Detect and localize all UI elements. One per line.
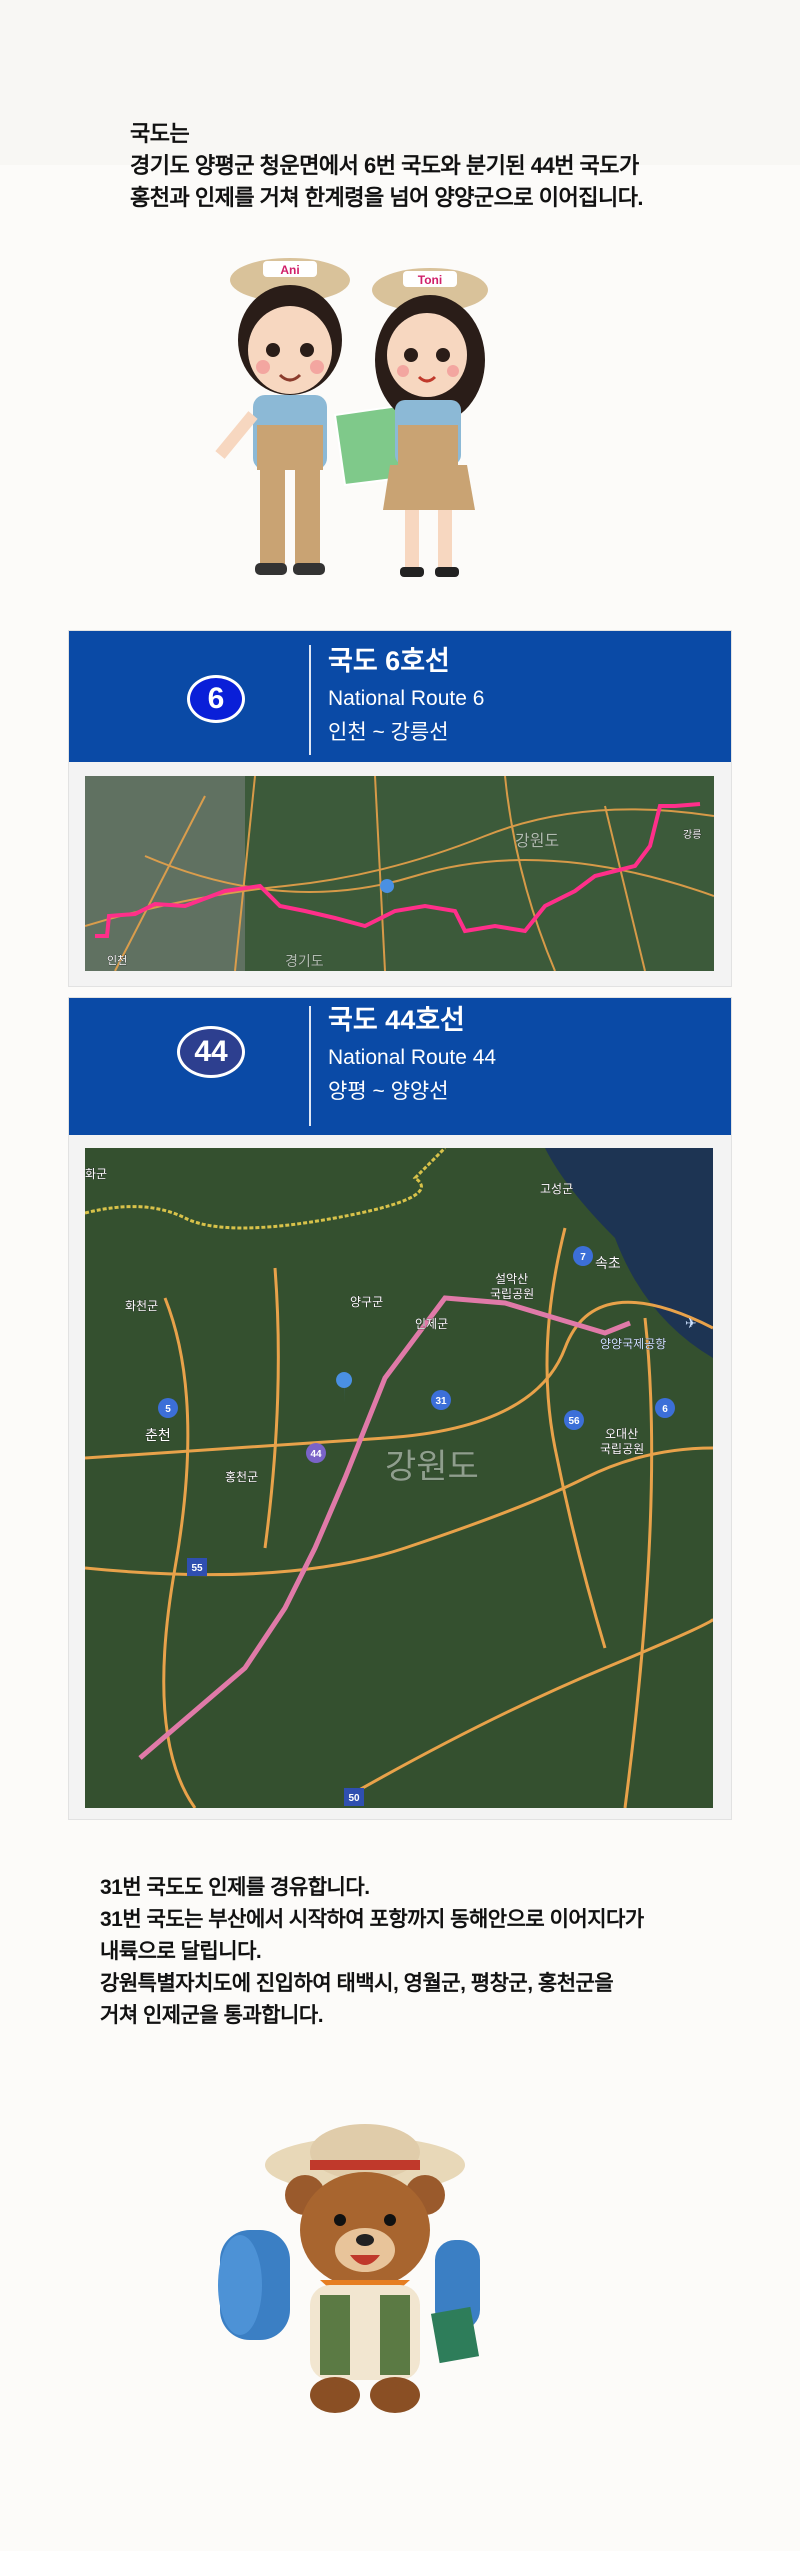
route-shield: 55 [191,1563,203,1574]
divider [309,645,311,755]
location-pin-icon [336,1372,353,1403]
outro-line: 31번 국도도 인제를 경유합니다. [100,1876,370,1899]
cap-label: Toni [418,273,442,287]
map-label: 화군 [85,1167,107,1181]
route-title-en: National Route 44 [328,1046,497,1069]
route-shield: 31 [435,1396,447,1407]
route-44-card: 44 국도 44호선 National Route 44 양평 ~ 양양선 고성… [68,997,732,1820]
map-label: 국립공원 [600,1442,644,1456]
bear-hiker-illustration [218,2124,480,2413]
map-label: 인제군 [415,1317,448,1331]
map-label: 강릉 [683,829,701,841]
intro-text: 국도는 경기도 양평군 청운면에서 6번 국도와 분기된 44번 국도가 홍천과… [130,118,644,214]
route-section: 양평 ~ 양양선 [328,1080,449,1103]
map-label: 국립공원 [490,1287,534,1301]
top-band [0,0,800,165]
explorer-couple-illustration: Ani Toni [215,258,488,577]
route-44-map[interactable]: 고성군 속초 설악산 국립공원 양구군 인제군 화천군 춘천 홍천군 양양국제공… [85,1148,713,1808]
route-shield: 44 [310,1449,322,1460]
route-title-ko: 국도 6호선 [328,646,450,676]
airplane-icon: ✈ [685,1315,697,1331]
map-label: 인천 [107,953,127,967]
intro-line: 경기도 양평군 청운면에서 6번 국도와 분기된 44번 국도가 [130,153,639,178]
cap-label: Ani [280,263,299,277]
map-label: 춘천 [145,1428,171,1444]
map-label: 양양국제공항 [600,1337,666,1351]
outro-line: 강원특별자치도에 진입하여 태백시, 영월군, 평창군, 홍천군을 [100,1972,614,1995]
route-6-map[interactable]: 인천 강원도 경기도 강릉 [85,776,714,971]
location-pin-icon [380,879,395,906]
route-shield: 50 [348,1793,360,1804]
map-label: 속초 [595,1256,621,1272]
map-label: 강원도 [515,831,559,850]
route-shield: 56 [568,1416,580,1427]
outro-line: 31번 국도는 부산에서 시작하여 포항까지 동해안으로 이어지다가 [100,1908,644,1931]
divider [309,1006,311,1126]
map-label: 경기도 [285,954,324,970]
route-6-card: 6 국도 6호선 National Route 6 인천 ~ 강릉선 인천 강원… [68,630,732,987]
route-section: 인천 ~ 강릉선 [328,721,449,744]
map-label: 강원도 [385,1447,479,1487]
intro-line: 국도는 [130,121,190,146]
outro-text: 31번 국도도 인제를 경유합니다. 31번 국도는 부산에서 시작하여 포항까… [100,1872,644,2032]
map-label: 양구군 [350,1295,383,1309]
route-title-en: National Route 6 [328,687,485,710]
route-44-header: 44 국도 44호선 National Route 44 양평 ~ 양양선 [69,998,731,1135]
route-44-badge: 44 [177,1026,245,1078]
route-shield: 6 [662,1404,668,1415]
route-title-ko: 국도 44호선 [328,1005,465,1035]
route-6-header: 6 국도 6호선 National Route 6 인천 ~ 강릉선 [69,631,731,762]
map-label: 고성군 [540,1182,573,1196]
map-label: 설악산 [495,1272,528,1286]
outro-line: 내륙으로 달립니다. [100,1940,262,1963]
outro-line: 거쳐 인제군을 통과합니다. [100,2004,324,2027]
route-6-badge: 6 [187,675,245,723]
map-label: 홍천군 [225,1469,258,1484]
intro-line: 홍천과 인제를 거쳐 한계령을 넘어 양양군으로 이어집니다. [130,185,644,210]
map-label: 오대산 [605,1427,638,1441]
route-shield: 7 [580,1252,586,1263]
map-label: 화천군 [125,1298,158,1313]
route-shield: 5 [165,1404,171,1415]
